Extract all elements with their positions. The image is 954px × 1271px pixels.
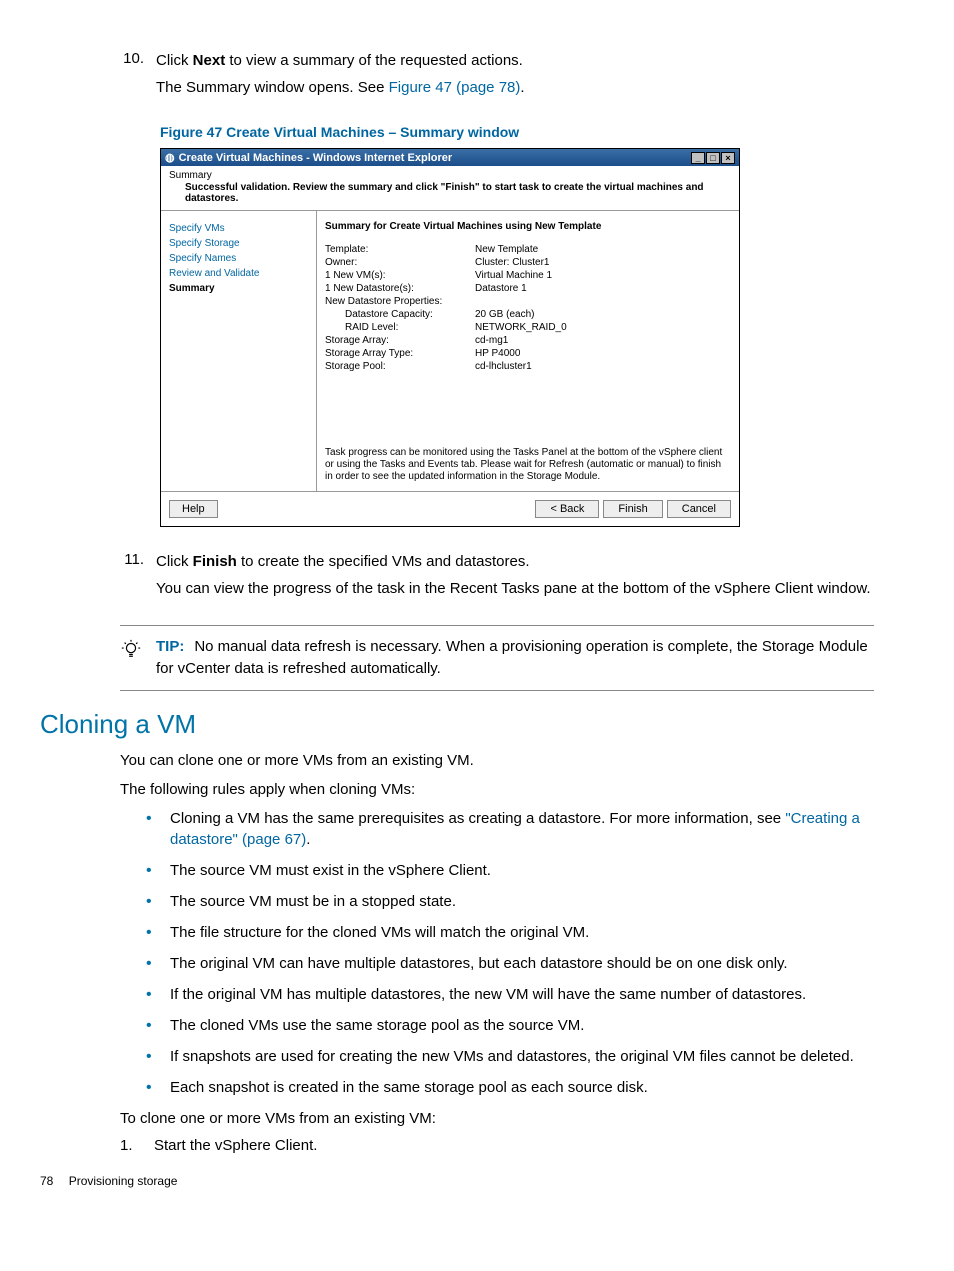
page-number: 78 <box>40 1174 53 1188</box>
nav-review-validate[interactable]: Review and Validate <box>169 266 308 281</box>
tip-label: TIP: <box>156 638 184 655</box>
finish-button[interactable]: Finish <box>603 500 662 518</box>
footer-label: Provisioning storage <box>69 1174 178 1188</box>
list-item: If the original VM has multiple datastor… <box>140 984 914 1005</box>
list-item: The cloned VMs use the same storage pool… <box>140 1015 914 1036</box>
wizard-validation-message: Successful validation. Review the summar… <box>169 182 731 204</box>
help-button[interactable]: Help <box>169 500 218 518</box>
summary-header: Summary for Create Virtual Machines usin… <box>325 221 731 232</box>
nav-specify-storage[interactable]: Specify Storage <box>169 236 308 251</box>
step-number: 1. <box>120 1137 154 1154</box>
list-item: If snapshots are used for creating the n… <box>140 1046 914 1067</box>
wizard-window: ◍ Create Virtual Machines - Windows Inte… <box>160 148 740 527</box>
step-number: 11. <box>120 551 156 605</box>
tip-text: TIP:No manual data refresh is necessary.… <box>156 636 874 680</box>
nav-specify-vms[interactable]: Specify VMs <box>169 221 308 236</box>
nav-specify-names[interactable]: Specify Names <box>169 251 308 266</box>
wizard-step-title: Summary <box>169 170 731 181</box>
figure-link[interactable]: Figure 47 (page 78) <box>389 79 521 96</box>
step-line: The Summary window opens. See Figure 47 … <box>156 77 914 98</box>
tip-callout: TIP:No manual data refresh is necessary.… <box>120 625 874 691</box>
back-button[interactable]: < Back <box>535 500 599 518</box>
cancel-button[interactable]: Cancel <box>667 500 731 518</box>
ordered-steps-after: 11. Click Finish to create the specified… <box>120 551 914 605</box>
nav-summary: Summary <box>169 281 308 296</box>
list-item: The file structure for the cloned VMs wi… <box>140 922 914 943</box>
step-11: 11. Click Finish to create the specified… <box>120 551 914 605</box>
page-footer: 78 Provisioning storage <box>40 1174 914 1188</box>
step-text: Start the vSphere Client. <box>154 1137 317 1154</box>
wizard-button-bar: Help < Back Finish Cancel <box>161 492 739 526</box>
rules-list: Cloning a VM has the same prerequisites … <box>140 808 914 1098</box>
list-item: The source VM must be in a stopped state… <box>140 891 914 912</box>
ie-icon: ◍ <box>165 151 175 164</box>
list-item: Each snapshot is created in the same sto… <box>140 1077 914 1098</box>
list-item: Cloning a VM has the same prerequisites … <box>140 808 914 850</box>
window-controls: _□× <box>690 152 735 164</box>
list-item: The source VM must exist in the vSphere … <box>140 860 914 881</box>
wizard-nav: Specify VMs Specify Storage Specify Name… <box>161 211 316 491</box>
intro-2: The following rules apply when cloning V… <box>120 779 914 800</box>
intro-1: You can clone one or more VMs from an ex… <box>120 750 914 771</box>
clone-steps: 1. Start the vSphere Client. <box>120 1137 914 1154</box>
clone-step-1: 1. Start the vSphere Client. <box>120 1137 914 1154</box>
maximize-icon[interactable]: □ <box>706 152 720 164</box>
step-number: 10. <box>120 50 156 104</box>
step-body: Click Finish to create the specified VMs… <box>156 551 914 605</box>
list-item: The original VM can have multiple datast… <box>140 953 914 974</box>
figure-caption: Figure 47 Create Virtual Machines – Summ… <box>160 124 914 140</box>
wizard-content: Summary for Create Virtual Machines usin… <box>316 211 739 491</box>
tip-icon <box>120 636 156 680</box>
clone-lead: To clone one or more VMs from an existin… <box>120 1108 914 1129</box>
minimize-icon[interactable]: _ <box>691 152 705 164</box>
window-title: Create Virtual Machines - Windows Intern… <box>179 152 690 164</box>
step-line: Click Finish to create the specified VMs… <box>156 551 914 572</box>
close-icon[interactable]: × <box>721 152 735 164</box>
step-body: Click Next to view a summary of the requ… <box>156 50 914 104</box>
step-line: You can view the progress of the task in… <box>156 578 914 599</box>
summary-table: Template:New Template Owner:Cluster: Clu… <box>325 244 731 374</box>
window-titlebar: ◍ Create Virtual Machines - Windows Inte… <box>161 149 739 166</box>
wizard-subheader: Summary Successful validation. Review th… <box>161 166 739 206</box>
step-line: Click Next to view a summary of the requ… <box>156 50 914 71</box>
step-10: 10. Click Next to view a summary of the … <box>120 50 914 104</box>
wizard-footnote: Task progress can be monitored using the… <box>325 407 731 483</box>
section-heading: Cloning a VM <box>40 709 914 740</box>
ordered-steps-top: 10. Click Next to view a summary of the … <box>120 50 914 104</box>
